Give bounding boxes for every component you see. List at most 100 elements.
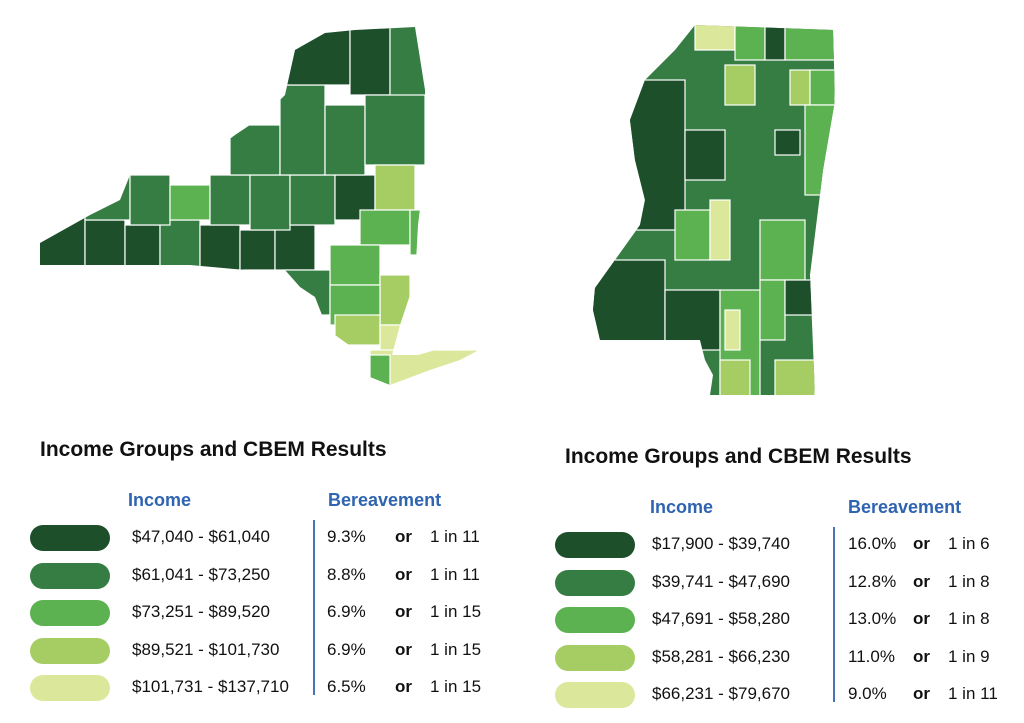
bereavement-percent: 8.8% <box>327 565 366 584</box>
or-label: or <box>913 534 930 553</box>
county-region <box>674 209 711 261</box>
legend-row: $89,521 - $101,730 6.9% or 1 in 15 <box>30 635 500 665</box>
county-region <box>664 289 721 351</box>
county-region <box>289 174 336 226</box>
income-header: Income <box>128 490 192 510</box>
income-range: $47,691 - $58,280 <box>652 609 791 628</box>
column-divider <box>313 520 315 695</box>
bereavement-ratio: 1 in 15 <box>430 677 482 696</box>
county-region <box>279 84 326 176</box>
column-divider <box>833 527 835 702</box>
county-region <box>40 214 86 271</box>
legend-swatch <box>30 600 110 626</box>
bereavement-percent: 6.9% <box>327 640 366 659</box>
legend-row: $101,731 - $137,710 6.5% or 1 in 15 <box>30 672 500 702</box>
county-region <box>709 199 731 261</box>
income-range: $89,521 - $101,730 <box>132 640 280 659</box>
county-region <box>624 79 686 231</box>
legend-swatch <box>555 645 635 671</box>
county-region <box>734 25 766 61</box>
county-region <box>694 25 736 51</box>
income-range: $39,741 - $47,690 <box>652 572 791 591</box>
county-region <box>239 229 276 271</box>
county-region <box>374 164 416 211</box>
county-region <box>359 209 411 246</box>
county-region <box>804 104 835 196</box>
county-region <box>279 27 351 86</box>
county-region <box>229 124 281 176</box>
bereavement-ratio: 1 in 11 <box>430 527 480 546</box>
county-region <box>284 269 331 316</box>
bereavement-ratio: 1 in 11 <box>948 684 998 703</box>
legend-new-york: Income Groups and CBEM Results Income Be… <box>30 438 500 708</box>
county-region <box>774 129 801 156</box>
county-region <box>329 244 381 286</box>
legend-row: $47,040 - $61,040 9.3% or 1 in 11 <box>30 522 500 552</box>
county-region <box>784 25 835 61</box>
legend-row: $58,281 - $66,230 11.0% or 1 in 9 <box>555 642 1015 672</box>
bereavement-ratio: 1 in 15 <box>430 602 482 621</box>
legend-row: $61,041 - $73,250 8.8% or 1 in 11 <box>30 560 500 590</box>
county-region <box>684 129 726 181</box>
county-region <box>759 219 806 281</box>
county-region <box>759 279 786 341</box>
county-region <box>389 27 431 106</box>
bereavement-ratio: 1 in 8 <box>948 609 990 628</box>
legend-row: $73,251 - $89,520 6.9% or 1 in 15 <box>30 597 500 627</box>
legend-swatch <box>555 532 635 558</box>
income-range: $61,041 - $73,250 <box>132 565 271 584</box>
legend-title: Income Groups and CBEM Results <box>565 445 912 468</box>
county-region <box>789 69 811 106</box>
county-region <box>334 174 376 221</box>
bereavement-ratio: 1 in 11 <box>430 565 480 584</box>
income-header: Income <box>650 497 714 517</box>
county-region <box>169 184 211 221</box>
bereavement-percent: 13.0% <box>848 609 897 628</box>
income-range: $101,731 - $137,710 <box>132 677 289 696</box>
county-region <box>409 209 431 256</box>
legend-swatch <box>555 607 635 633</box>
county-region <box>364 94 426 166</box>
county-region <box>809 69 835 106</box>
or-label: or <box>913 572 930 591</box>
or-label: or <box>395 565 412 584</box>
legend-title: Income Groups and CBEM Results <box>40 438 387 461</box>
legend-row: $17,900 - $39,740 16.0% or 1 in 6 <box>555 529 1015 559</box>
income-range: $17,900 - $39,740 <box>652 534 791 553</box>
county-region <box>369 354 391 385</box>
bereavement-percent: 6.9% <box>327 602 366 621</box>
county-region <box>369 349 500 385</box>
county-region <box>719 359 751 395</box>
legend-mississippi: Income Groups and CBEM Results Income Be… <box>555 445 1015 715</box>
bereavement-header: Bereavement <box>328 490 442 510</box>
county-region <box>349 27 391 96</box>
county-region <box>324 104 366 176</box>
legend-swatch <box>555 682 635 708</box>
bereavement-ratio: 1 in 15 <box>430 640 482 659</box>
bereavement-header: Bereavement <box>848 497 962 517</box>
income-range: $58,281 - $66,230 <box>652 647 791 666</box>
bereavement-ratio: 1 in 8 <box>948 572 990 591</box>
legend-row: $39,741 - $47,690 12.8% or 1 in 8 <box>555 567 1015 597</box>
county-region <box>784 279 816 316</box>
legend-row: $66,231 - $79,670 9.0% or 1 in 11 <box>555 679 1015 709</box>
legend-swatch <box>30 675 110 701</box>
county-region <box>124 224 161 271</box>
county-region <box>593 259 666 351</box>
county-region <box>209 174 251 226</box>
legend-swatch <box>30 638 110 664</box>
county-region <box>199 224 241 271</box>
legend-swatch <box>555 570 635 596</box>
county-region <box>84 219 126 271</box>
or-label: or <box>395 640 412 659</box>
bereavement-percent: 12.8% <box>848 572 897 591</box>
bereavement-percent: 9.3% <box>327 527 366 546</box>
income-range: $47,040 - $61,040 <box>132 527 271 546</box>
or-label: or <box>913 647 930 666</box>
legend-swatch <box>30 563 110 589</box>
county-region <box>84 174 131 221</box>
county-region <box>764 25 786 61</box>
county-region <box>724 64 756 106</box>
new-york-county-map <box>40 27 500 385</box>
mississippi-county-map <box>593 25 835 395</box>
